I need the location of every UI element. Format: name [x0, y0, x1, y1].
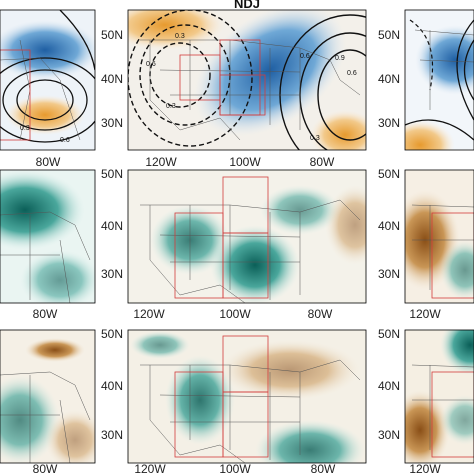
frame-middle-right — [404, 169, 474, 304]
map-bottom-center — [128, 330, 366, 463]
middle-center-lat-labels: 50N 40N 30N — [101, 167, 123, 281]
svg-text:40N: 40N — [378, 219, 400, 233]
svg-text:50N: 50N — [101, 28, 123, 42]
middle-lon-labels: 80W 120W 100W 80W 120W — [33, 307, 442, 321]
svg-text:0.6: 0.6 — [146, 61, 156, 68]
svg-text:50N: 50N — [101, 327, 123, 341]
svg-text:50N: 50N — [378, 28, 400, 42]
bottom-right-lat-labels: 50N 40N 30N — [378, 327, 400, 442]
svg-text:30N: 30N — [101, 428, 123, 442]
map-middle-left — [0, 170, 95, 303]
map-middle-center — [128, 170, 366, 303]
map-top-right — [405, 10, 474, 150]
top-lon-labels: 80W 120W 100W 80W — [36, 155, 335, 169]
svg-text:80W: 80W — [311, 462, 336, 474]
frame-bottom-right — [404, 329, 474, 464]
svg-text:0.3: 0.3 — [20, 125, 30, 132]
contour-labels-top: 0.3 0.6 0.3 0.6 0.9 0.6 0.3 0.3 0.6 — [20, 33, 357, 144]
map-middle-right — [405, 170, 474, 303]
svg-text:50N: 50N — [101, 167, 123, 181]
frame-top-right — [404, 9, 474, 151]
svg-text:30N: 30N — [378, 267, 400, 281]
svg-text:0.3: 0.3 — [175, 33, 185, 40]
svg-text:0.6: 0.6 — [347, 70, 357, 77]
bottom-center-lat-labels: 50N 40N 30N — [101, 327, 123, 442]
frame-middle-left — [0, 169, 96, 304]
svg-text:120W: 120W — [409, 307, 441, 321]
svg-text:40N: 40N — [101, 379, 123, 393]
map-bottom-right — [405, 330, 474, 463]
frame-middle-center — [127, 169, 367, 304]
svg-text:30N: 30N — [378, 428, 400, 442]
svg-text:30N: 30N — [101, 116, 123, 130]
svg-text:0.6: 0.6 — [300, 53, 310, 60]
frame-bottom-left — [0, 329, 96, 464]
svg-text:0.3: 0.3 — [310, 135, 320, 142]
svg-text:0.9: 0.9 — [335, 55, 345, 62]
svg-text:30N: 30N — [101, 267, 123, 281]
frame-top-center — [127, 9, 367, 151]
svg-text:120W: 120W — [409, 462, 441, 474]
svg-text:40N: 40N — [378, 72, 400, 86]
center-title: NDJ — [234, 0, 260, 11]
svg-text:0.3: 0.3 — [166, 103, 176, 110]
middle-right-lat-labels: 50N 40N 30N — [378, 167, 400, 281]
map-top-center — [128, 10, 366, 150]
svg-text:100W: 100W — [219, 462, 251, 474]
svg-text:100W: 100W — [229, 155, 261, 169]
svg-text:120W: 120W — [134, 462, 166, 474]
svg-text:80W: 80W — [310, 155, 335, 169]
svg-text:50N: 50N — [378, 167, 400, 181]
svg-text:80W: 80W — [33, 462, 58, 474]
map-top-left — [0, 10, 95, 150]
frame-bottom-center — [127, 329, 367, 464]
svg-text:40N: 40N — [378, 379, 400, 393]
map-bottom-left — [0, 330, 95, 463]
svg-text:0.6: 0.6 — [60, 137, 70, 144]
svg-text:40N: 40N — [101, 72, 123, 86]
svg-text:80W: 80W — [308, 307, 333, 321]
top-center-lat-labels: 50N 40N 30N — [101, 28, 123, 130]
frame-top-left — [0, 9, 96, 151]
svg-text:40N: 40N — [101, 219, 123, 233]
svg-text:30N: 30N — [378, 116, 400, 130]
svg-text:80W: 80W — [33, 307, 58, 321]
bottom-lon-labels: 80W 120W 100W 80W 120W — [33, 462, 442, 474]
svg-text:50N: 50N — [378, 327, 400, 341]
svg-text:120W: 120W — [145, 155, 177, 169]
top-right-lat-labels: 50N 40N 30N — [378, 28, 400, 130]
svg-text:80W: 80W — [36, 155, 61, 169]
svg-text:100W: 100W — [219, 307, 251, 321]
svg-text:120W: 120W — [133, 307, 165, 321]
